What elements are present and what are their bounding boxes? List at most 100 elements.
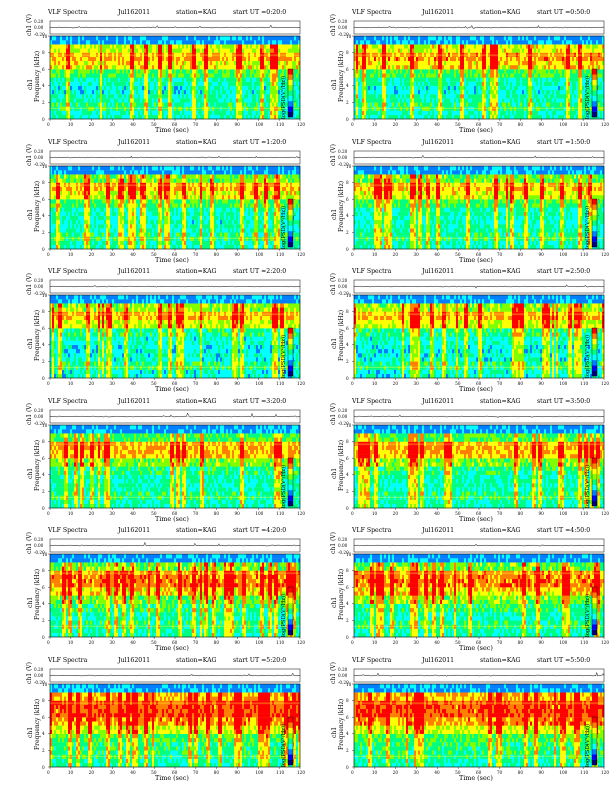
spectrogram-cell (466, 114, 469, 120)
spectrogram-cell (66, 65, 69, 70)
spectrogram-cell (184, 89, 187, 95)
spectrogram-cell (124, 106, 127, 111)
spectrogram-cell (496, 60, 499, 66)
spectrogram-cell (420, 81, 423, 86)
spectrogram-cell (172, 85, 175, 91)
spectrogram-cell (136, 73, 139, 78)
spectrogram-cell (210, 85, 213, 91)
spectrogram-cell (160, 73, 163, 78)
spectrogram-cell (218, 89, 221, 95)
spectrogram-cell (262, 36, 265, 41)
spectrogram-cell (124, 114, 127, 120)
spectrogram-cell (522, 48, 525, 53)
spectrogram-cell (212, 56, 215, 62)
spectrogram-cell (356, 89, 359, 95)
spectrogram-cell (188, 85, 191, 91)
spectrogram-cell (446, 94, 449, 99)
spectrogram-cell (376, 85, 379, 91)
spectrogram-cell (56, 48, 59, 53)
spectrogram-cell (386, 94, 389, 99)
spectrogram-cell (564, 69, 567, 74)
spectrogram-cell (370, 69, 373, 74)
spectrogram-cell (428, 36, 431, 41)
spectrogram-cell (592, 40, 595, 45)
spectrogram-cell (450, 65, 453, 70)
spectrogram-cell (574, 69, 577, 74)
spectrogram-cell (424, 65, 427, 70)
spectrogram-cell (454, 89, 457, 95)
spectrogram-cell (590, 77, 593, 82)
spectrogram-cell (220, 89, 223, 95)
spectrogram-cell (270, 48, 273, 53)
spectrogram-cell (472, 110, 475, 115)
spectrogram-cell (182, 110, 185, 115)
spectrogram-cell (530, 44, 533, 49)
spectrogram-cell (168, 77, 171, 82)
spectrogram-cell (574, 94, 577, 99)
spectrogram-cell (560, 106, 563, 111)
spectrogram-cell (272, 65, 275, 70)
spectrogram-cell (146, 89, 149, 95)
spectrogram-cell (234, 65, 237, 70)
spectrogram-cell (190, 73, 193, 78)
spectrogram-cell (382, 69, 385, 74)
spectrogram-cell (502, 52, 505, 57)
spectrogram-cell (378, 89, 381, 95)
spectrogram-cell (204, 48, 207, 53)
spectrogram-cell (256, 52, 259, 57)
spectrogram-cell (170, 52, 173, 57)
spectrogram-cell (368, 44, 371, 49)
spectrogram-cell (434, 40, 437, 45)
spectrogram-cell (500, 60, 503, 66)
spectrogram-cell (56, 98, 59, 103)
spectrogram-cell (514, 60, 517, 66)
spectrogram-cell (280, 36, 283, 41)
spectrogram-cell (398, 85, 401, 91)
spectrogram-cell (138, 94, 141, 99)
spectrogram-cell (358, 98, 361, 103)
spectrogram-cell (492, 48, 495, 53)
spectrogram-cell (84, 94, 87, 99)
spectrogram-cell (572, 60, 575, 66)
spectrogram-cell (112, 85, 115, 91)
spectrogram-cell (414, 44, 417, 49)
spectrogram-cell (250, 85, 253, 91)
spectrogram-cell (368, 77, 371, 82)
spectrogram-cell (444, 81, 447, 86)
spectrogram-cell (458, 73, 461, 78)
spectrogram-cell (130, 106, 133, 111)
spectrogram-cell (444, 48, 447, 53)
spectrogram-cell (62, 65, 65, 70)
spectrogram-cell (466, 44, 469, 49)
spectrogram-cell (206, 106, 209, 111)
spectrogram-cell (484, 48, 487, 53)
spectrogram-cell (178, 48, 181, 53)
spectrogram-cell (586, 44, 589, 49)
spectrogram-cell (544, 94, 547, 99)
spectrogram-cell (100, 102, 103, 107)
spectrogram-cell (78, 106, 81, 111)
spectrogram-cell (468, 52, 471, 57)
spectrogram-cell (68, 110, 71, 115)
spectrogram-cell (514, 89, 517, 95)
spectrogram-cell (428, 102, 431, 107)
spectrogram-cell (520, 81, 523, 86)
spectrogram-cell (96, 110, 99, 115)
spectrogram-cell (592, 44, 595, 49)
spectrogram-cell (530, 89, 533, 95)
spectrogram-cell (284, 85, 287, 91)
spectrogram-cell (554, 89, 557, 95)
spectrogram-cell (90, 102, 93, 107)
spectrogram-cell (490, 85, 493, 91)
spectrogram-cell (566, 65, 569, 70)
spectrogram-cell (392, 85, 395, 91)
spectrogram-cell (548, 81, 551, 86)
spectrogram-cell (516, 52, 519, 57)
spectrogram-cell (560, 48, 563, 53)
spectrogram-cell (528, 102, 531, 107)
spectrogram-cell (288, 40, 291, 45)
spectrogram-cell (580, 69, 583, 74)
spectrogram-cell (464, 36, 467, 41)
spectrogram-cell (380, 102, 383, 107)
spectrogram-cell (540, 89, 543, 95)
